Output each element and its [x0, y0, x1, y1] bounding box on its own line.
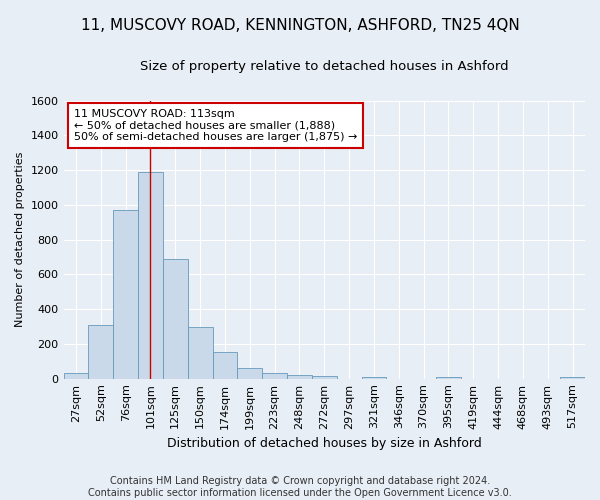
Bar	[64, 374, 88, 378]
Bar	[188, 326, 212, 378]
Bar	[560, 377, 585, 378]
Bar	[88, 325, 113, 378]
X-axis label: Distribution of detached houses by size in Ashford: Distribution of detached houses by size …	[167, 437, 482, 450]
Bar	[138, 172, 163, 378]
Title: Size of property relative to detached houses in Ashford: Size of property relative to detached ho…	[140, 60, 509, 73]
Bar	[362, 377, 386, 378]
Bar	[287, 375, 312, 378]
Bar	[436, 377, 461, 378]
Bar	[163, 258, 188, 378]
Text: 11 MUSCOVY ROAD: 113sqm
← 50% of detached houses are smaller (1,888)
50% of semi: 11 MUSCOVY ROAD: 113sqm ← 50% of detache…	[74, 109, 358, 142]
Bar	[238, 368, 262, 378]
Bar	[262, 374, 287, 378]
Bar	[113, 210, 138, 378]
Bar	[312, 376, 337, 378]
Bar	[212, 352, 238, 378]
Text: 11, MUSCOVY ROAD, KENNINGTON, ASHFORD, TN25 4QN: 11, MUSCOVY ROAD, KENNINGTON, ASHFORD, T…	[80, 18, 520, 32]
Text: Contains HM Land Registry data © Crown copyright and database right 2024.
Contai: Contains HM Land Registry data © Crown c…	[88, 476, 512, 498]
Y-axis label: Number of detached properties: Number of detached properties	[15, 152, 25, 328]
